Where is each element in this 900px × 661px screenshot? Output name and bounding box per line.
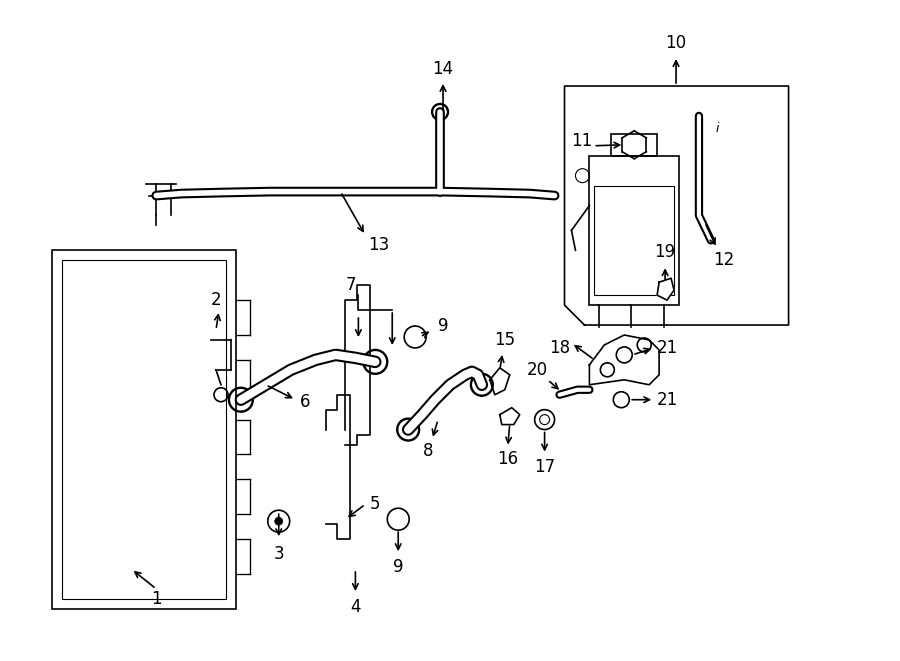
Text: 21: 21	[656, 391, 678, 408]
Text: i: i	[716, 122, 718, 136]
Text: 21: 21	[656, 339, 678, 357]
Text: 7: 7	[346, 276, 356, 294]
Bar	[61, 260, 226, 599]
Text: 12: 12	[713, 251, 734, 269]
Text: 19: 19	[654, 243, 676, 261]
Text: 16: 16	[497, 450, 518, 469]
Text: 4: 4	[350, 598, 361, 616]
Text: 3: 3	[274, 545, 284, 563]
Text: 20: 20	[527, 361, 548, 379]
Text: 14: 14	[433, 60, 454, 78]
Text: 6: 6	[301, 393, 310, 410]
Text: 10: 10	[665, 34, 687, 52]
Bar	[594, 186, 674, 295]
Circle shape	[274, 517, 283, 525]
Bar	[51, 251, 236, 609]
Text: 9: 9	[437, 317, 448, 335]
Text: 2: 2	[211, 291, 221, 309]
Text: 5: 5	[370, 495, 381, 514]
Text: 8: 8	[423, 442, 433, 461]
Text: 11: 11	[571, 132, 592, 150]
Bar	[611, 134, 657, 156]
Text: 13: 13	[368, 237, 389, 254]
Polygon shape	[657, 278, 674, 300]
Text: 15: 15	[494, 331, 516, 349]
Text: 1: 1	[151, 590, 162, 608]
Text: 18: 18	[549, 339, 570, 357]
Polygon shape	[564, 86, 788, 325]
Text: 17: 17	[534, 459, 555, 477]
Bar	[590, 156, 679, 305]
Text: 9: 9	[393, 558, 403, 576]
